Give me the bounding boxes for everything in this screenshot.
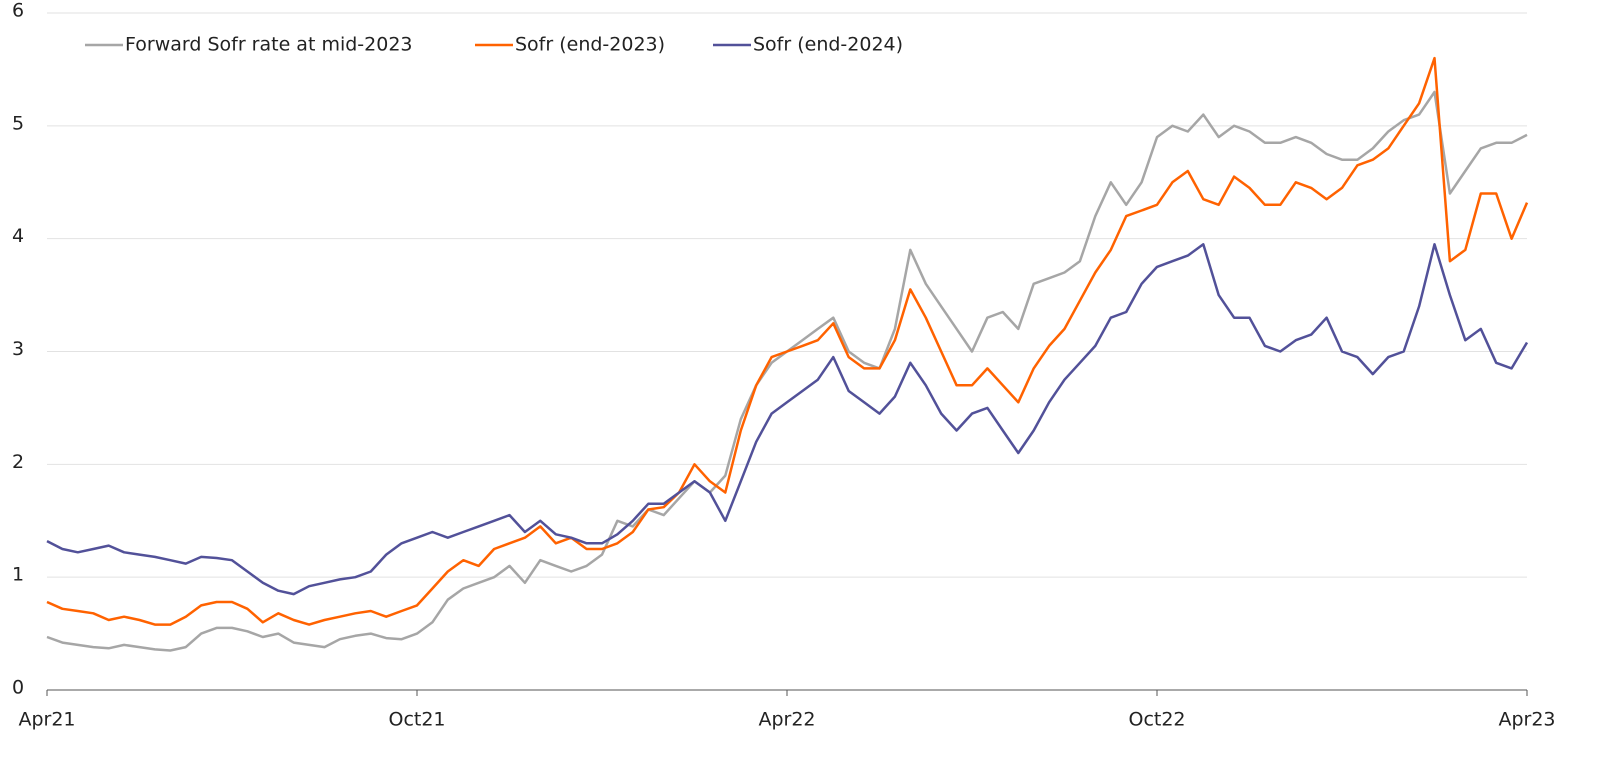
series-line (46, 243, 1529, 596)
y-tick-label: 0 (12, 677, 24, 699)
y-tick-label: 3 (12, 338, 24, 360)
y-tick-label: 4 (12, 225, 24, 247)
y-tick-label: 5 (12, 112, 24, 134)
x-tick-label: Apr21 (18, 709, 75, 731)
y-tick-label: 6 (12, 0, 24, 22)
x-tick-label: Oct22 (1128, 709, 1185, 731)
x-tick-label: Apr23 (1498, 709, 1555, 731)
y-tick-label: 2 (12, 451, 24, 473)
legend-label: Sofr (end-2023) (515, 34, 665, 56)
x-tick-label: Oct21 (388, 709, 445, 731)
legend-label: Forward Sofr rate at mid-2023 (125, 34, 413, 56)
legend-label: Sofr (end-2024) (753, 34, 903, 56)
x-tick-label: Apr22 (758, 709, 815, 731)
y-tick-label: 1 (12, 564, 24, 586)
series-line (46, 56, 1529, 626)
series-line (46, 90, 1528, 652)
